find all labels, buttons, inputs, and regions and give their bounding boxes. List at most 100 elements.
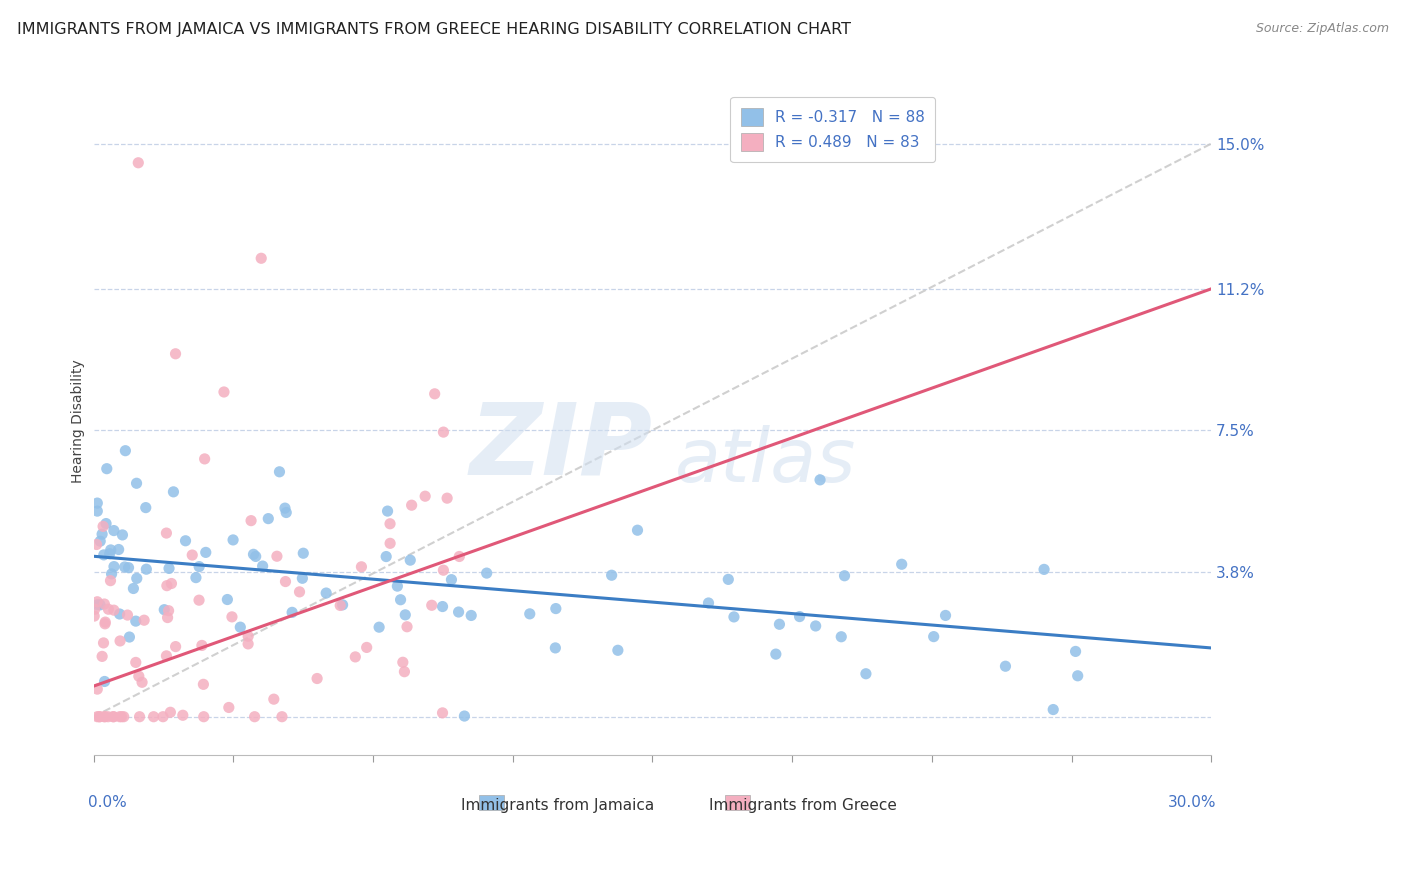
Point: [394, 607, 416, 622]
Point: [157, 604, 180, 618]
Point: [194, 451, 217, 466]
Point: [789, 609, 811, 624]
Text: Immigrants from Greece: Immigrants from Greece: [710, 798, 897, 814]
Point: [440, 573, 463, 587]
Point: [162, 484, 184, 499]
Point: [135, 562, 157, 576]
Point: [935, 608, 957, 623]
Point: [257, 511, 280, 525]
Point: [544, 601, 567, 615]
Point: [271, 709, 294, 723]
Point: [344, 649, 367, 664]
Point: [922, 630, 945, 644]
Point: [93, 597, 115, 611]
Point: [808, 473, 831, 487]
Point: [266, 549, 288, 564]
Point: [217, 592, 239, 607]
Point: [131, 675, 153, 690]
Point: [83, 602, 105, 616]
Point: [155, 648, 177, 663]
Point: [600, 568, 623, 582]
Point: [110, 709, 132, 723]
Point: [1064, 644, 1087, 658]
Point: [89, 534, 111, 549]
Point: [193, 677, 215, 691]
Point: [332, 598, 354, 612]
Point: [420, 599, 443, 613]
Point: [156, 610, 179, 624]
Point: [97, 602, 120, 616]
Point: [93, 709, 115, 723]
Point: [475, 566, 498, 581]
Point: [128, 669, 150, 683]
Point: [723, 610, 745, 624]
Point: [155, 526, 177, 541]
Point: [128, 709, 150, 723]
Text: 30.0%: 30.0%: [1168, 795, 1216, 810]
Text: Immigrants from Jamaica: Immigrants from Jamaica: [461, 798, 654, 814]
Point: [100, 574, 122, 588]
Point: [449, 549, 471, 564]
Point: [292, 546, 315, 560]
Point: [118, 630, 141, 644]
Point: [184, 571, 207, 585]
Point: [98, 547, 121, 561]
Point: [86, 537, 108, 551]
Point: [994, 659, 1017, 673]
Point: [135, 500, 157, 515]
Text: 0.0%: 0.0%: [89, 795, 127, 810]
Point: [436, 491, 458, 505]
Point: [544, 640, 567, 655]
Point: [855, 666, 877, 681]
Point: [329, 599, 352, 613]
Point: [269, 465, 291, 479]
Point: [281, 605, 304, 619]
Point: [125, 476, 148, 491]
FancyBboxPatch shape: [725, 795, 749, 810]
Text: Source: ZipAtlas.com: Source: ZipAtlas.com: [1256, 22, 1389, 36]
Legend: R = -0.317   N = 88, R = 0.489   N = 83: R = -0.317 N = 88, R = 0.489 N = 83: [731, 97, 935, 161]
Point: [399, 553, 422, 567]
Point: [377, 504, 399, 518]
Point: [134, 613, 156, 627]
Text: atlas: atlas: [675, 425, 856, 497]
Point: [236, 637, 259, 651]
Point: [181, 548, 204, 562]
Point: [172, 708, 194, 723]
Point: [191, 639, 214, 653]
Point: [194, 545, 217, 559]
Point: [159, 706, 181, 720]
Point: [103, 524, 125, 538]
Point: [165, 347, 187, 361]
Point: [221, 610, 243, 624]
Point: [240, 514, 263, 528]
Point: [93, 636, 115, 650]
Point: [274, 501, 297, 516]
Point: [697, 596, 720, 610]
Point: [108, 709, 131, 723]
Point: [103, 559, 125, 574]
Point: [834, 568, 856, 582]
Point: [218, 700, 240, 714]
Point: [127, 155, 149, 169]
Point: [1033, 562, 1056, 576]
Point: [83, 609, 105, 624]
Point: [89, 709, 111, 723]
Point: [890, 558, 912, 572]
Point: [157, 561, 180, 575]
Point: [114, 560, 136, 574]
Point: [188, 593, 211, 607]
Point: [108, 634, 131, 648]
Point: [112, 709, 135, 723]
FancyBboxPatch shape: [479, 795, 503, 810]
Point: [222, 533, 245, 547]
Point: [107, 542, 129, 557]
Point: [212, 384, 235, 399]
Point: [315, 586, 337, 600]
Point: [394, 665, 416, 679]
Point: [378, 536, 401, 550]
Text: ZIP: ZIP: [470, 399, 652, 496]
Point: [274, 574, 297, 589]
Point: [243, 709, 266, 723]
Point: [94, 615, 117, 629]
